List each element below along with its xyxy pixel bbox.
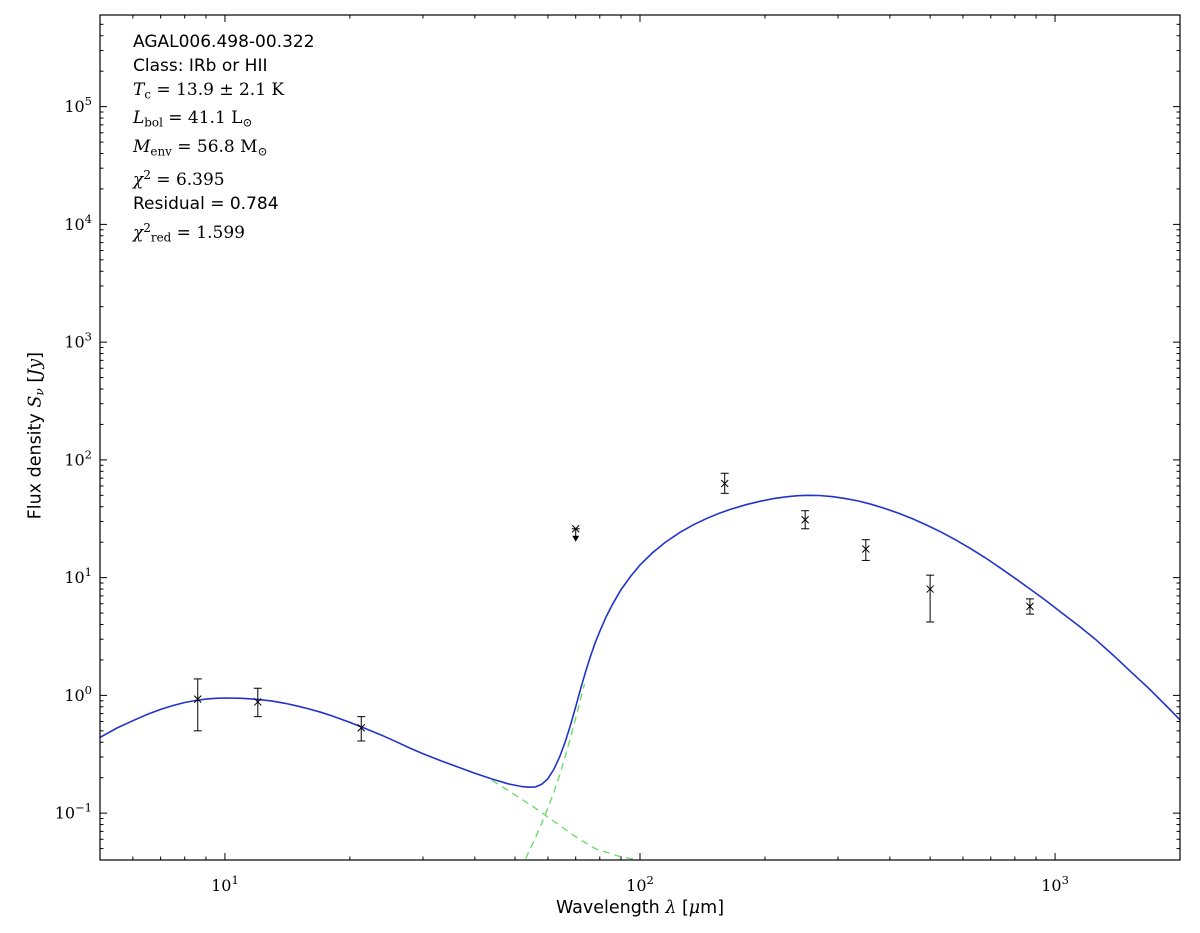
text-segment: red: [150, 230, 172, 245]
y-tick-label: 104: [64, 212, 92, 234]
x-tick-label: 103: [1041, 873, 1069, 895]
x-marker: [926, 585, 934, 593]
x-marker: [801, 515, 810, 524]
text-segment: bol: [144, 115, 163, 130]
annotation-line: Menv = 56.8 M⊙: [133, 135, 315, 163]
x-marker: [861, 545, 870, 553]
x-marker: [193, 695, 202, 703]
text-segment: = 1.599: [171, 222, 245, 243]
text-segment: = 56.8 M: [171, 136, 258, 157]
text-segment: 2: [143, 220, 151, 235]
text-segment: = 13.9 ± 2.1 K: [151, 80, 285, 100]
text-segment: Wavelength: [555, 898, 666, 918]
data-point: [720, 472, 729, 494]
text-segment: = 41.1 L: [162, 108, 243, 129]
annotation-line: Class: IRb or HII: [133, 54, 315, 78]
x-marker: [720, 479, 729, 488]
y-tick-label: 105: [64, 94, 92, 116]
y-tick-label: 103: [64, 330, 92, 352]
y-tick-label: 102: [64, 447, 92, 469]
y-axis-label: Flux density Sν [Jy]: [25, 286, 46, 586]
text-segment: ⊙: [242, 115, 253, 130]
arrow-down-icon: [572, 535, 580, 542]
text-segment: μ: [688, 898, 701, 918]
text-segment: Residual = 0.784: [133, 193, 279, 214]
text-segment: [: [25, 375, 46, 389]
text-segment: AGAL006.498-00.322: [133, 32, 315, 52]
x-axis-label: Wavelength λ [μm]: [100, 898, 1180, 918]
annotation-line: χ2red = 1.599: [133, 216, 315, 249]
text-segment: S: [25, 395, 46, 408]
total-model-fit-curve: [99, 494, 1181, 789]
text-segment: = 6.395: [150, 169, 225, 190]
x-marker: [357, 724, 366, 732]
text-segment: Jy: [25, 358, 46, 376]
annotation-line: χ2 = 6.395: [133, 163, 315, 192]
text-segment: T: [133, 80, 145, 100]
text-segment: ν: [32, 388, 47, 396]
text-segment: Class: IRb or HII: [133, 56, 268, 76]
data-point: [926, 574, 935, 623]
x-marker: [253, 698, 262, 706]
upper-limit-point: [571, 524, 580, 542]
data-point: [357, 716, 366, 742]
data-point: [861, 539, 870, 561]
warm-component-curve: [491, 779, 635, 861]
fit-parameters-annotation: AGAL006.498-00.322 Class: IRb or HII Tc = …: [133, 30, 315, 249]
text-segment: χ: [133, 169, 144, 190]
x-marker: [571, 524, 580, 533]
annotation-line: AGAL006.498-00.322: [133, 30, 315, 54]
data-point: [253, 687, 262, 718]
data-point: [193, 678, 202, 732]
annotation-line: Residual = 0.784: [133, 192, 315, 216]
y-tick-label: 10−1: [55, 801, 92, 823]
text-segment: m]: [700, 898, 725, 918]
plot-frame: [99, 14, 1181, 861]
text-segment: L: [133, 108, 145, 129]
annotation-line: Lbol = 41.1 L⊙: [133, 106, 315, 134]
text-segment: M: [133, 136, 151, 157]
data-point: [801, 510, 810, 530]
y-tick-label: 100: [64, 683, 92, 705]
data-point: [1025, 598, 1034, 615]
y-tick-label: 101: [64, 565, 92, 587]
cold-component-curve: [525, 683, 586, 859]
text-segment: ]: [25, 352, 46, 359]
text-segment: χ: [133, 222, 144, 243]
x-marker: [1026, 602, 1034, 611]
text-segment: ⊙: [257, 143, 268, 158]
annotation-line: Tc = 13.9 ± 2.1 K: [133, 78, 315, 106]
text-segment: [: [676, 898, 689, 918]
text-segment: λ: [665, 898, 677, 918]
text-segment: env: [150, 143, 172, 158]
x-tick-label: 102: [626, 873, 654, 895]
text-segment: Flux density: [25, 407, 46, 520]
text-segment: 2: [143, 167, 151, 182]
x-tick-label: 101: [211, 873, 239, 895]
text-segment: c: [144, 87, 152, 102]
